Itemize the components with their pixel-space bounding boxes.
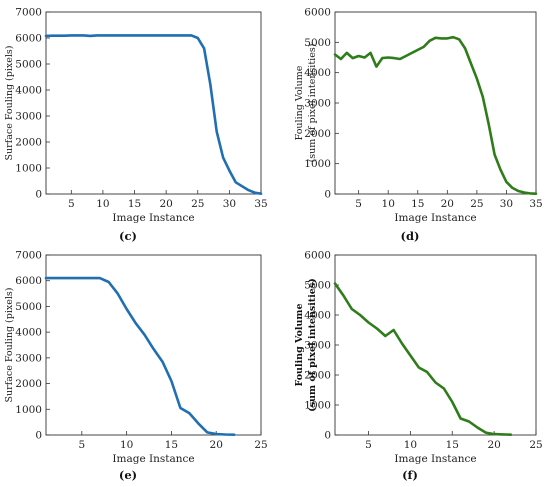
- data-series-line: [44, 34, 263, 195]
- plot-frame: [45, 254, 262, 436]
- x-tick-label: 30: [500, 198, 513, 210]
- y-tick-label: 1000: [304, 158, 331, 170]
- y-tick-label: 5000: [15, 59, 42, 71]
- y-axis-label: Surface Fouling (pixels): [4, 46, 15, 161]
- x-tick-label: 10: [404, 439, 417, 451]
- x-tick-label: 5: [365, 439, 372, 451]
- x-tick-label: 20: [441, 198, 454, 210]
- data-series-line: [333, 35, 538, 195]
- x-tick-label: 10: [120, 439, 133, 451]
- y-axis-label: Fouling Volume: [294, 304, 305, 387]
- chart-panel-3: 0 1000 2000 3000 4000 5000 6000 7000 5 10 15 20 25 Im…: [4, 250, 268, 483]
- y-tick-label: 1000: [15, 163, 42, 175]
- x-tick-label: 5: [68, 198, 75, 210]
- y-tick-label: 6000: [304, 250, 331, 262]
- x-axis-label: Image Instance: [112, 453, 194, 465]
- y-axis-label: (sum of pixel intensities): [307, 278, 318, 411]
- panel-caption: (e): [119, 468, 137, 482]
- x-tick-label: 25: [529, 439, 542, 451]
- y-tick-label: 3000: [304, 98, 331, 110]
- y-tick-label: 3000: [304, 340, 331, 352]
- y-axis-label: Fouling Volume: [294, 65, 305, 140]
- data-series-line: [44, 276, 236, 437]
- x-tick-label: 35: [254, 198, 267, 210]
- y-tick-label: 2000: [15, 378, 42, 390]
- chart-panel-2: 0 1000 2000 3000 4000 5000 6000 5 10 15 20 25 30 35 Im…: [294, 7, 543, 244]
- y-tick-label: 4000: [15, 327, 42, 339]
- y-tick-label: 0: [35, 189, 42, 201]
- plot-frame: [45, 11, 262, 195]
- x-tick-label: 35: [529, 198, 542, 210]
- y-tick-label: 0: [324, 430, 331, 442]
- y-tick-label: 2000: [15, 137, 42, 149]
- x-tick-label: 25: [470, 198, 483, 210]
- x-axis-label: Image Instance: [394, 212, 476, 224]
- x-tick-label: 15: [165, 439, 178, 451]
- panel-caption: (c): [119, 229, 137, 243]
- x-axis-label: Image Instance: [112, 212, 194, 224]
- x-tick-label: 5: [355, 198, 362, 210]
- y-tick-label: 2000: [304, 128, 331, 140]
- y-tick-label: 6000: [304, 7, 331, 19]
- y-tick-label: 6000: [15, 33, 42, 45]
- x-tick-label: 5: [78, 439, 85, 451]
- x-tick-label: 30: [223, 198, 236, 210]
- x-tick-label: 20: [159, 198, 172, 210]
- plot-frame: [334, 11, 537, 195]
- y-tick-label: 2000: [304, 370, 331, 382]
- y-tick-label: 5000: [304, 37, 331, 49]
- y-tick-label: 1000: [304, 400, 331, 412]
- y-tick-label: 4000: [15, 85, 42, 97]
- y-tick-label: 5000: [304, 280, 331, 292]
- y-tick-label: 3000: [15, 352, 42, 364]
- y-tick-label: 5000: [15, 301, 42, 313]
- y-tick-label: 7000: [15, 250, 42, 262]
- y-tick-label: 4000: [304, 67, 331, 79]
- chart-panel-1: 0 1000 2000 3000 4000 5000 6000 7000 5 10 15 20 25 30…: [4, 7, 268, 244]
- panel-caption: (f): [402, 468, 418, 482]
- y-tick-label: 6000: [15, 275, 42, 287]
- x-tick-label: 15: [446, 439, 459, 451]
- y-axis-label: Surface Fouling (pixels): [4, 288, 15, 403]
- data-series-line: [333, 282, 513, 437]
- y-tick-label: 7000: [15, 7, 42, 19]
- y-axis-label: (sum of pixel intensities): [307, 44, 318, 163]
- panel-caption: (d): [401, 229, 420, 243]
- x-tick-label: 15: [411, 198, 424, 210]
- x-tick-label: 15: [128, 198, 141, 210]
- chart-panel-4: 0 1000 2000 3000 4000 5000 6000 5 10 15 20 25 Image …: [294, 250, 543, 483]
- plot-frame: [334, 254, 537, 436]
- y-tick-label: 4000: [304, 310, 331, 322]
- y-tick-label: 0: [324, 189, 331, 201]
- x-tick-label: 20: [487, 439, 500, 451]
- y-tick-label: 1000: [15, 404, 42, 416]
- x-tick-label: 10: [382, 198, 395, 210]
- x-axis-label: Image Instance: [394, 453, 476, 465]
- x-tick-label: 25: [191, 198, 204, 210]
- y-tick-label: 3000: [15, 111, 42, 123]
- x-tick-label: 25: [254, 439, 267, 451]
- x-tick-label: 10: [96, 198, 109, 210]
- y-tick-label: 0: [35, 430, 42, 442]
- x-tick-label: 20: [210, 439, 223, 451]
